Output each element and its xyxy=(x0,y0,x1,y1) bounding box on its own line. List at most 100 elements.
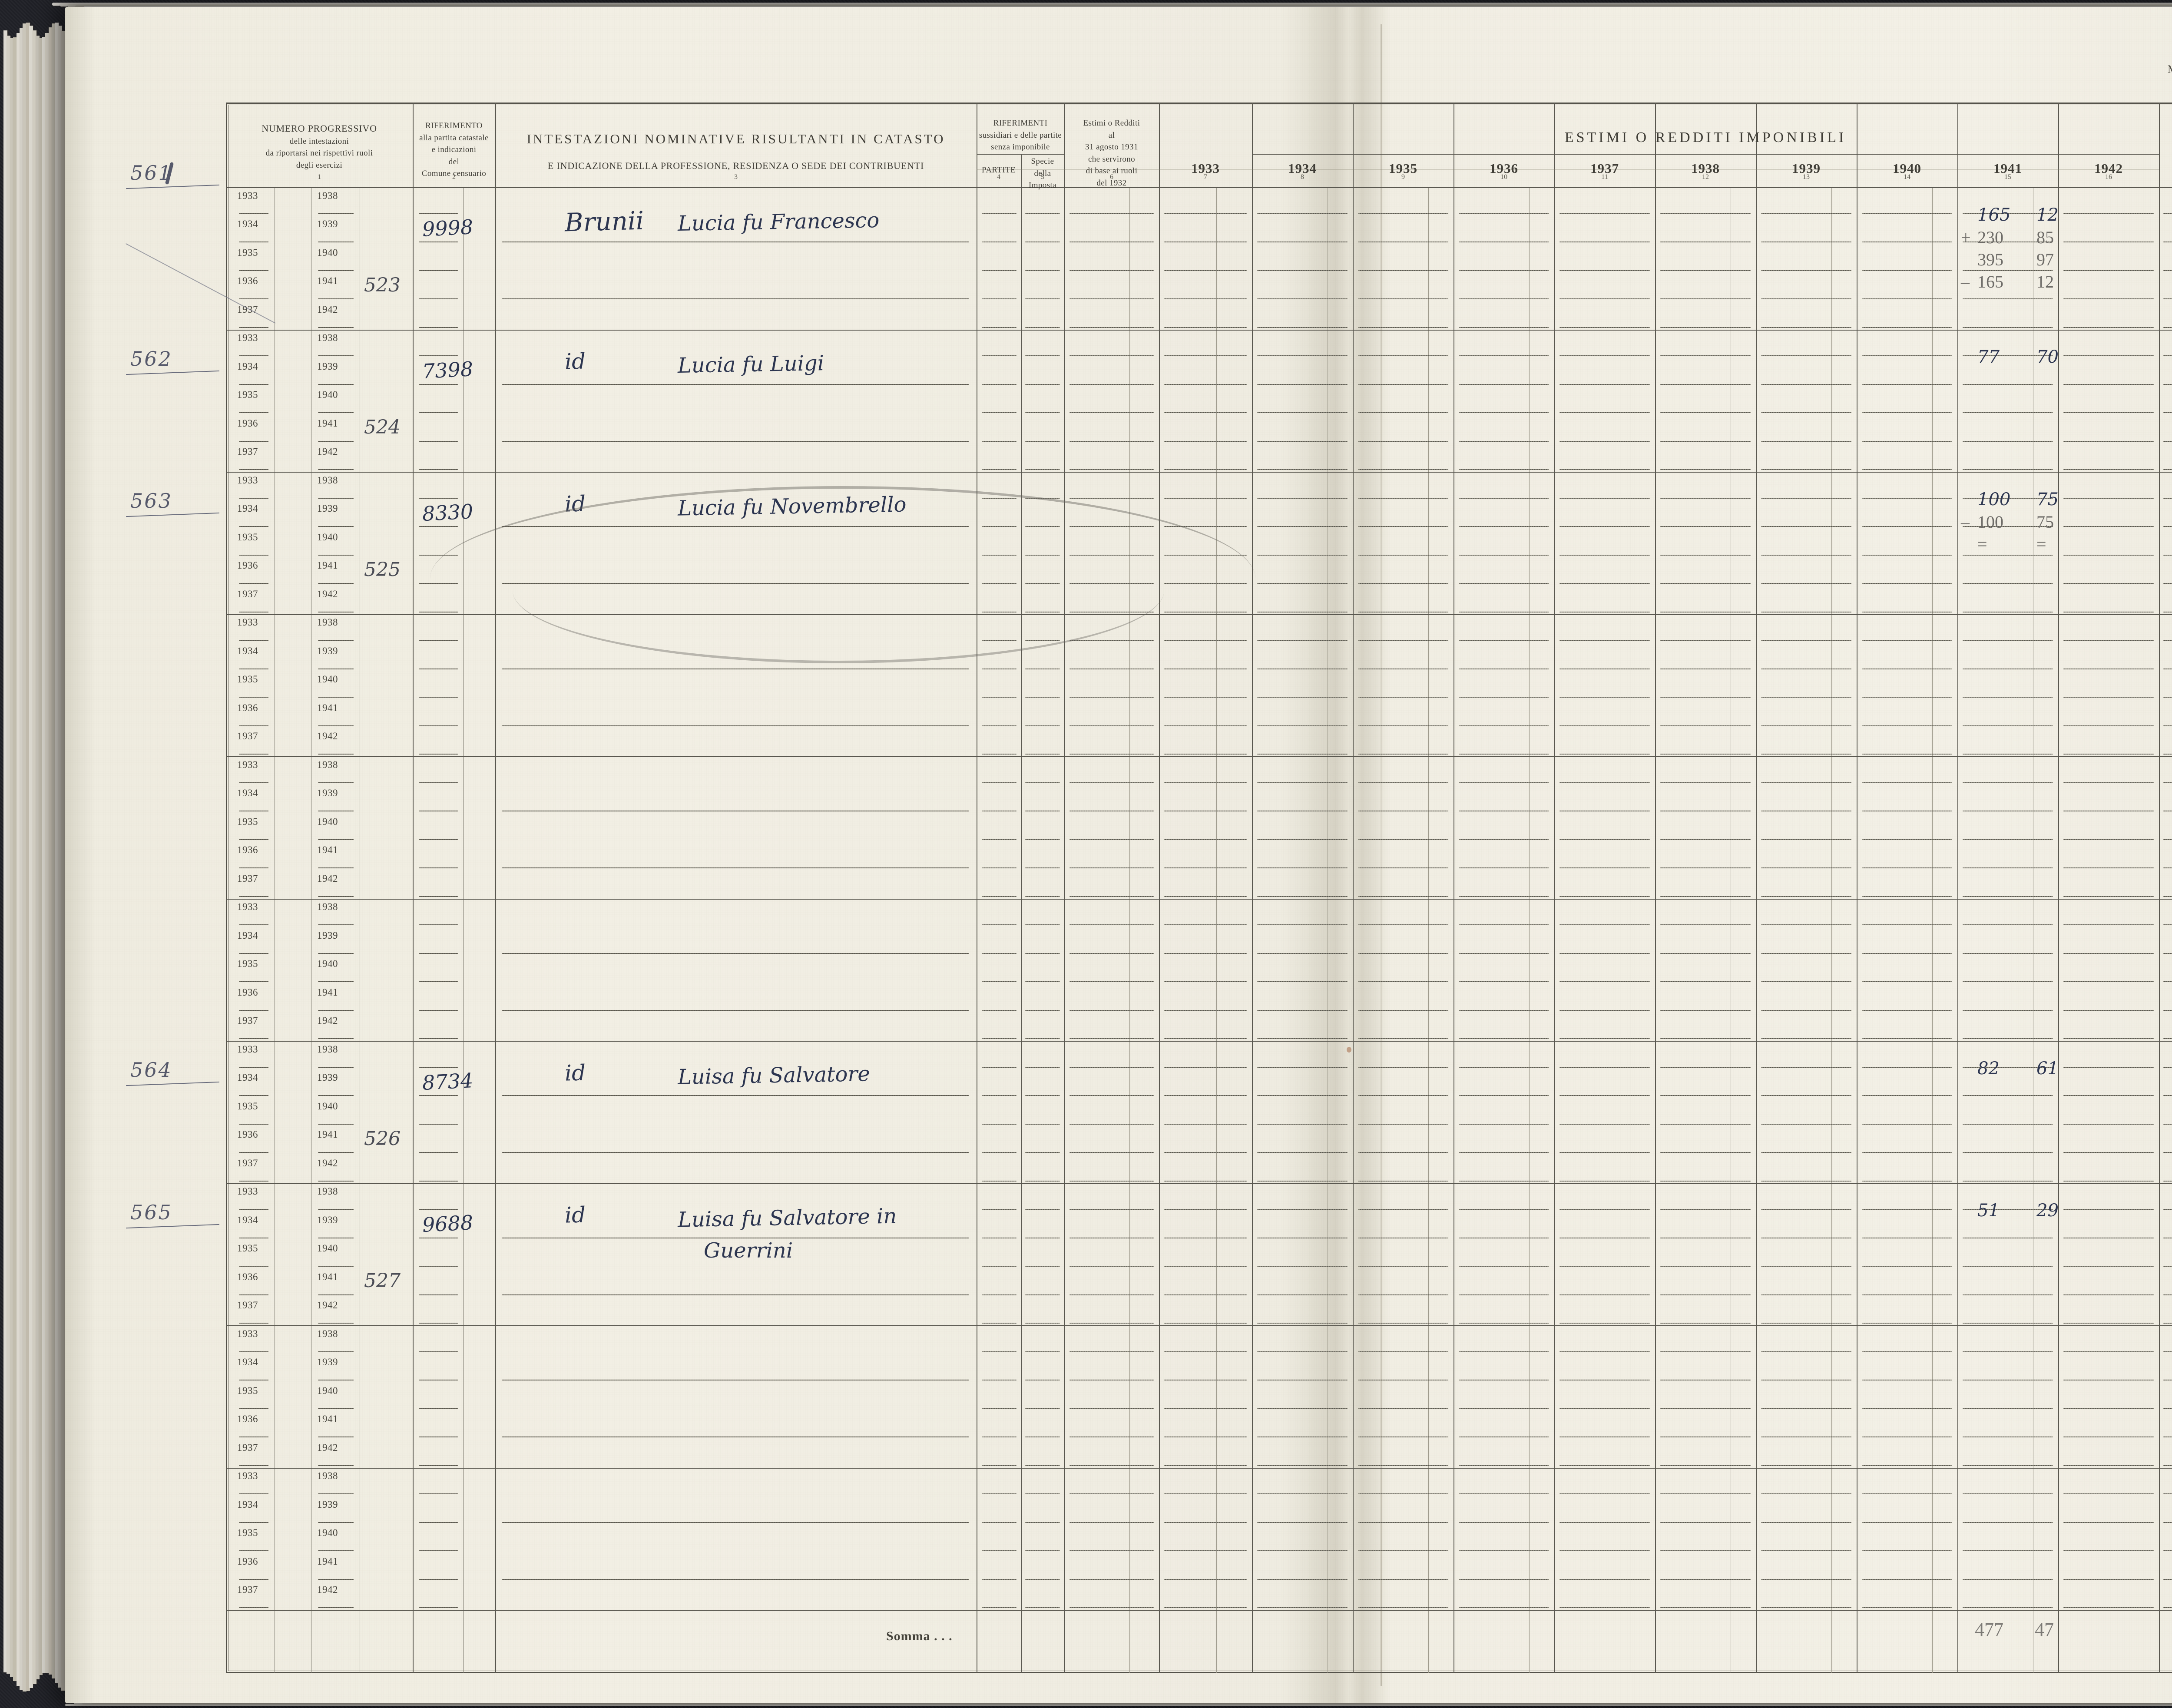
row-rule xyxy=(1862,270,1952,271)
partita-number: 9998 xyxy=(421,215,474,241)
row-year-left: 1936 xyxy=(237,1271,258,1282)
contributor-surname: id xyxy=(564,1202,586,1228)
row-rule xyxy=(1559,839,1650,840)
row-rule xyxy=(419,440,458,442)
row-rule xyxy=(1069,754,1154,755)
row-rule xyxy=(1164,526,1247,527)
row-rule xyxy=(1358,526,1448,527)
row-rule xyxy=(502,1095,969,1096)
amount-lire: 100 xyxy=(1977,512,2003,532)
row-rule xyxy=(318,497,354,499)
row-year-left: 1933 xyxy=(237,617,258,628)
row-rule xyxy=(2063,469,2154,470)
row-rule xyxy=(239,1095,268,1096)
row-rule xyxy=(1025,981,1060,982)
row-rule xyxy=(1025,1493,1060,1494)
row-rule xyxy=(1559,867,1650,868)
row-rule xyxy=(239,839,268,840)
page-edge-leaf xyxy=(13,37,17,1682)
row-rule xyxy=(239,1465,268,1466)
row-rule xyxy=(1358,497,1448,499)
row-rule xyxy=(1358,924,1448,925)
comune-censuario-ref: 527 xyxy=(364,1270,401,1292)
row-rule xyxy=(1358,1323,1448,1324)
row-rule xyxy=(239,412,268,413)
contributor-given-name-2: Guerrini xyxy=(704,1238,793,1263)
row-rule xyxy=(1358,1266,1448,1267)
column-rule xyxy=(1252,103,1253,1673)
row-rule xyxy=(1459,896,1549,897)
row-rule xyxy=(1459,1123,1549,1125)
row-rule xyxy=(1025,839,1060,840)
row-rule xyxy=(318,839,354,840)
row-rule xyxy=(1164,270,1247,271)
row-rule xyxy=(1069,1323,1154,1324)
row-rule xyxy=(419,298,458,299)
row-rule xyxy=(239,725,268,726)
row-rule xyxy=(1761,1465,1851,1466)
row-rule xyxy=(239,1550,268,1551)
row-rule xyxy=(1257,1180,1348,1182)
row-rule xyxy=(318,924,354,925)
row-rule xyxy=(1164,1465,1247,1466)
row-rule xyxy=(1963,896,2053,897)
row-rule xyxy=(1459,1550,1549,1551)
row-rule xyxy=(1862,1266,1952,1267)
row-year-left: 1934 xyxy=(237,361,258,372)
header-col-specie-imposta: Specie della Imposta xyxy=(1021,156,1064,192)
row-year-right: 1940 xyxy=(317,531,338,543)
row-rule xyxy=(982,1038,1016,1039)
row-rule xyxy=(2163,1408,2172,1409)
row-rule xyxy=(1069,1493,1154,1494)
row-year-right: 1940 xyxy=(317,1385,338,1396)
col6-line6: del 1932 xyxy=(1096,178,1127,188)
row-rule xyxy=(1862,298,1952,299)
row-rule xyxy=(318,981,354,982)
row-rule xyxy=(2163,1294,2172,1295)
margin-progressive-number: 563 xyxy=(130,489,172,513)
row-rule xyxy=(1069,1294,1154,1295)
row-rule xyxy=(318,1180,354,1182)
row-rule xyxy=(1963,1323,2053,1324)
row-rule xyxy=(2163,754,2172,755)
col17-title: ESENZIONI xyxy=(2159,116,2172,128)
row-rule xyxy=(1660,640,1751,641)
row-rule xyxy=(1164,1408,1247,1409)
row-rule xyxy=(1358,697,1448,698)
row-rule xyxy=(1459,1323,1549,1324)
row-rule xyxy=(1257,1095,1348,1096)
row-rule xyxy=(1660,412,1751,413)
page-edge-leaf xyxy=(29,25,33,1688)
row-year-left: 1936 xyxy=(237,417,258,429)
row-year-left: 1933 xyxy=(237,1186,258,1197)
row-rule xyxy=(1963,384,2053,385)
row-rule xyxy=(1761,725,1851,726)
row-rule xyxy=(1559,953,1650,954)
row-rule xyxy=(1164,867,1247,868)
row-rule xyxy=(982,1010,1016,1011)
row-rule xyxy=(318,583,354,584)
row-rule xyxy=(1963,782,2053,783)
row-rule xyxy=(1358,782,1448,783)
row-rule xyxy=(2063,1550,2154,1551)
row-rule xyxy=(419,1579,458,1580)
form-model-prefix: Mod. xyxy=(2168,63,2172,75)
row-rule xyxy=(1257,697,1348,698)
row-rule xyxy=(1164,1493,1247,1494)
amount-lire: 51 xyxy=(1977,1201,2000,1221)
row-rule xyxy=(1069,497,1154,499)
header-col-year-1941: 1941 xyxy=(1957,159,2058,179)
row-rule xyxy=(239,754,268,755)
amount-centesimi: 75 xyxy=(2036,512,2054,532)
row-rule xyxy=(239,213,268,214)
gutter-crease xyxy=(1381,24,1382,1686)
row-year-right: 1942 xyxy=(317,1300,338,1311)
column-rule xyxy=(1932,187,1933,1673)
comune-censuario-ref: 524 xyxy=(364,416,401,439)
col3-title: INTESTAZIONI NOMINATIVE RISULTANTI IN CA… xyxy=(526,131,945,146)
row-year-right: 1939 xyxy=(317,1357,338,1368)
row-rule xyxy=(1660,1152,1751,1153)
row-year-left: 1937 xyxy=(237,1300,258,1311)
row-rule xyxy=(2063,754,2154,755)
row-rule xyxy=(1660,1095,1751,1096)
